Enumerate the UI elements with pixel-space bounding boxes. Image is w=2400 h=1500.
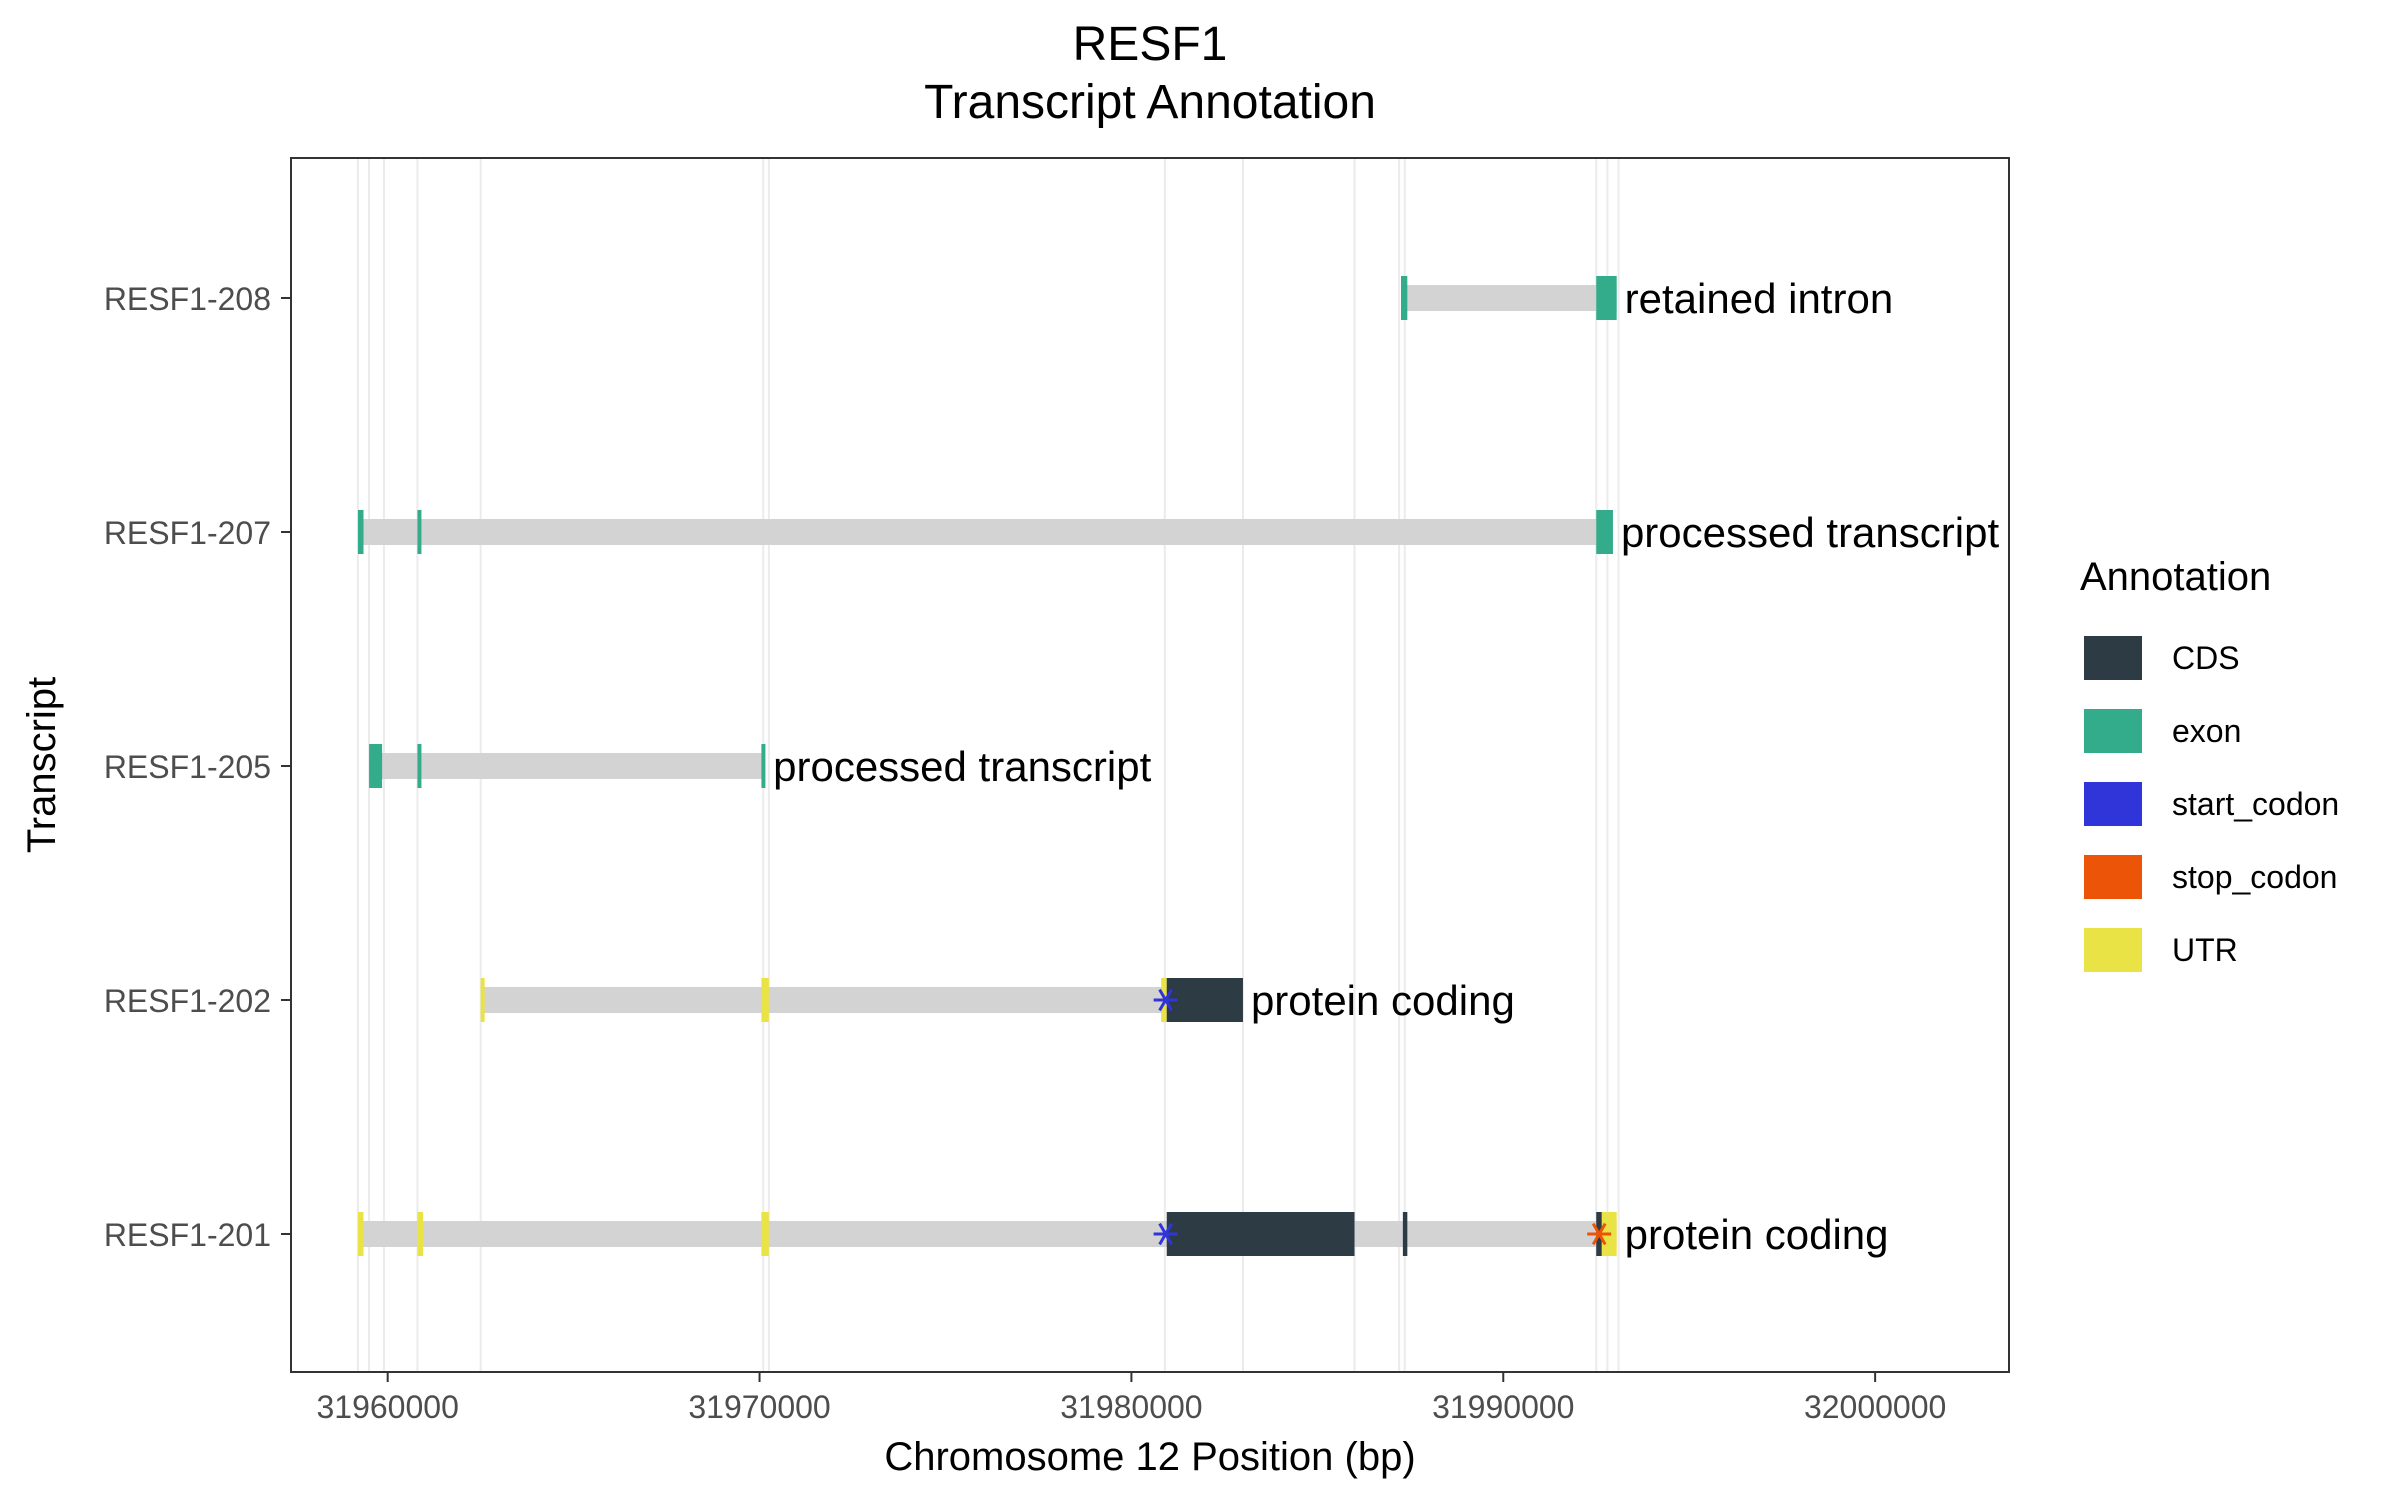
exon-block <box>761 744 766 788</box>
exon-block <box>1596 510 1613 554</box>
start-codon-marker <box>1153 988 1178 1012</box>
exon-block <box>357 510 364 554</box>
legend-label: exon <box>2172 713 2241 749</box>
y-axis-label: Transcript <box>20 677 64 853</box>
x-tick-label: 31960000 <box>316 1389 458 1425</box>
transcript-biotype-label: processed transcript <box>773 743 1151 790</box>
utr-block <box>417 1212 424 1256</box>
start-codon-marker <box>1153 1222 1178 1246</box>
utr-block <box>357 1212 364 1256</box>
intron-line <box>1401 285 1617 311</box>
intron-line <box>369 753 766 779</box>
transcript-biotype-label: retained intron <box>1625 275 1894 322</box>
x-tick-label: 31990000 <box>1432 1389 1574 1425</box>
exon-block <box>1596 276 1617 320</box>
legend-key <box>2084 855 2142 899</box>
legend-label: start_codon <box>2172 786 2339 822</box>
vertical-gridlines <box>356 158 1620 1372</box>
x-tick-label: 31970000 <box>688 1389 830 1425</box>
x-axis: 31960000 31970000 31980000 31990000 32000000 <box>316 1372 1946 1425</box>
utr-block <box>761 1212 769 1256</box>
legend-key <box>2084 782 2142 826</box>
transcript-biotype-label: protein coding <box>1625 1211 1889 1258</box>
y-tick-label: RESF1-207 <box>104 515 271 551</box>
x-tick-label: 32000000 <box>1804 1389 1946 1425</box>
transcript-biotype-label: processed transcript <box>1621 509 1999 556</box>
legend-key <box>2084 636 2142 680</box>
legend-key <box>2084 928 2142 972</box>
legend-label: UTR <box>2172 932 2238 968</box>
x-axis-label: Chromosome 12 Position (bp) <box>884 1435 1415 1479</box>
cds-block <box>1166 978 1243 1022</box>
legend-title: Annotation <box>2080 555 2271 599</box>
exon-block <box>417 744 422 788</box>
exon-block <box>369 744 383 788</box>
stop-codon-marker <box>1587 1222 1612 1246</box>
utr-block <box>761 978 769 1022</box>
intron-line <box>357 1221 1617 1247</box>
intron-line <box>480 987 1243 1013</box>
exon-block <box>1401 276 1408 320</box>
x-tick-label: 31980000 <box>1060 1389 1202 1425</box>
utr-block <box>480 978 485 1022</box>
y-tick-label: RESF1-202 <box>104 983 271 1019</box>
transcript-biotype-label: protein coding <box>1251 977 1515 1024</box>
legend: Annotation CDS exon start_codon stop_codon U… <box>2080 555 2339 972</box>
chart-subtitle: Transcript Annotation <box>924 76 1376 129</box>
y-tick-label: RESF1-208 <box>104 281 271 317</box>
cds-block <box>1166 1212 1355 1256</box>
cds-block <box>1402 1212 1408 1256</box>
y-tick-label: RESF1-201 <box>104 1217 271 1253</box>
y-tick-label: RESF1-205 <box>104 749 271 785</box>
intron-line <box>357 519 1613 545</box>
legend-label: stop_codon <box>2172 859 2337 895</box>
legend-label: CDS <box>2172 640 2240 676</box>
legend-key <box>2084 709 2142 753</box>
exon-block <box>417 510 422 554</box>
chart-title: RESF1 <box>1073 18 1228 71</box>
y-axis: RESF1-208 RESF1-207 RESF1-205 RESF1-202 RESF… <box>104 281 291 1253</box>
transcript-tracks: retained intron processed transcript proce… <box>357 275 1999 1258</box>
